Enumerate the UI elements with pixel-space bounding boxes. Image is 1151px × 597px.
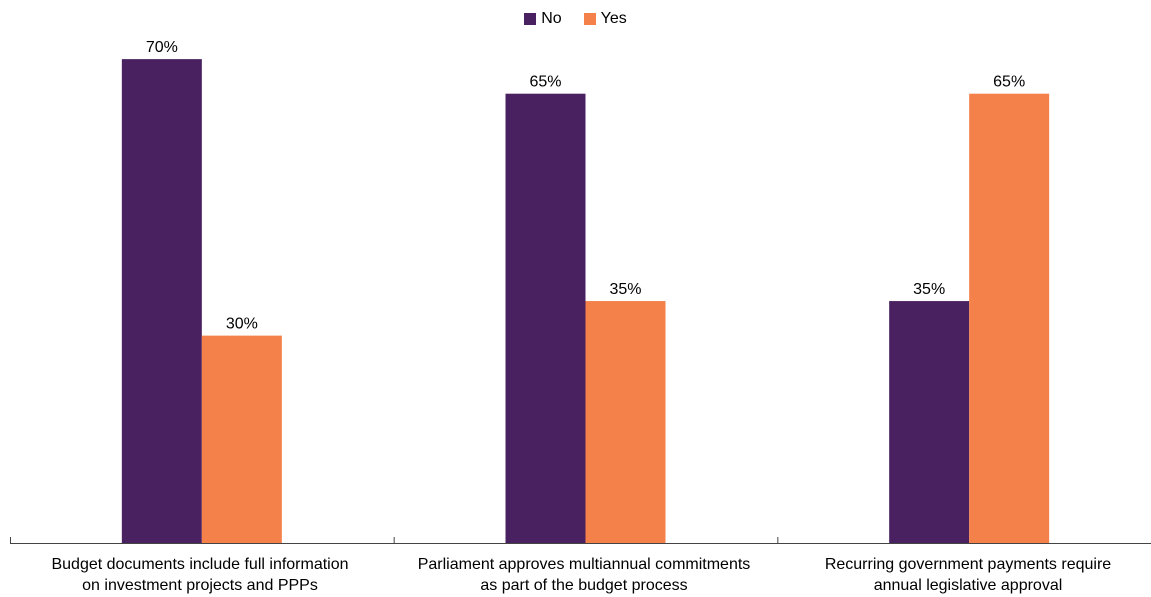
bar-no-2 xyxy=(889,301,970,543)
data-label-no-2: 35% xyxy=(913,281,945,298)
category-label-parliament-approves: Parliament approves multiannual commitme… xyxy=(394,554,774,596)
legend-label-yes: Yes xyxy=(600,10,627,27)
legend-item-no: No xyxy=(524,10,562,28)
data-label-no-0: 70% xyxy=(146,39,178,56)
category-label-budget-documents: Budget documents include full informatio… xyxy=(10,554,390,596)
data-label-yes-0: 30% xyxy=(226,316,258,333)
bar-no-1 xyxy=(505,93,586,543)
bar-yes-1 xyxy=(585,301,666,543)
legend-swatch-no xyxy=(524,13,537,25)
legend-swatch-yes xyxy=(583,13,596,25)
category-label-line: Parliament approves multiannual commitme… xyxy=(417,556,751,573)
chart-legend: No Yes xyxy=(0,10,1151,28)
category-label-line: on investment projects and PPPs xyxy=(82,577,318,594)
category-label-line: annual legislative approval xyxy=(873,577,1063,594)
bar-yes-2 xyxy=(969,93,1050,543)
category-label-line: as part of the budget process xyxy=(480,577,688,594)
category-label-line: Recurring government payments require xyxy=(824,556,1112,573)
data-label-yes-1: 35% xyxy=(609,281,641,298)
data-label-yes-2: 65% xyxy=(993,74,1025,91)
category-label-recurring-payments: Recurring government payments require an… xyxy=(778,554,1151,596)
legend-item-yes: Yes xyxy=(583,10,627,28)
data-label-no-1: 65% xyxy=(529,74,561,91)
bar-no-0 xyxy=(121,59,202,543)
bar-yes-0 xyxy=(201,335,282,543)
category-label-line: Budget documents include full informatio… xyxy=(51,556,349,573)
legend-label-no: No xyxy=(541,10,562,27)
